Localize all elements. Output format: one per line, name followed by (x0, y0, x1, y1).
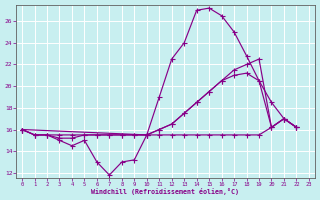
X-axis label: Windchill (Refroidissement éolien,°C): Windchill (Refroidissement éolien,°C) (92, 188, 239, 195)
